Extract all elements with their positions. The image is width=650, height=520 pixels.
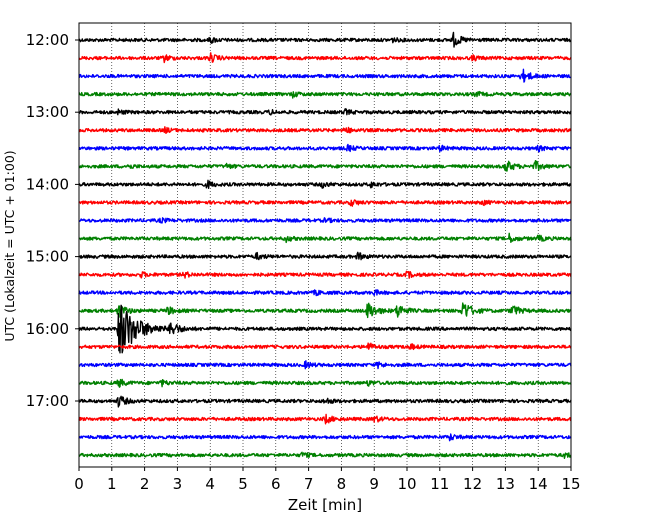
seismic-trace bbox=[78, 68, 572, 83]
y-tick-label: 12:00 bbox=[26, 31, 69, 49]
seismic-trace bbox=[78, 302, 572, 319]
seismic-trace bbox=[78, 251, 572, 261]
x-tick-label: 10 bbox=[397, 475, 416, 493]
y-tick-label: 17:00 bbox=[26, 392, 69, 410]
seismic-trace bbox=[78, 232, 572, 244]
x-tick-label: 1 bbox=[107, 475, 117, 493]
x-tick-label: 14 bbox=[529, 475, 548, 493]
seismic-trace bbox=[78, 143, 572, 153]
x-tick-label: 5 bbox=[238, 475, 248, 493]
y-tick-label: 13:00 bbox=[26, 103, 69, 121]
seismic-trace bbox=[78, 451, 572, 459]
x-tick-label: 7 bbox=[304, 475, 314, 493]
y-tick-label: 15:00 bbox=[26, 248, 69, 266]
trace-group bbox=[78, 31, 572, 459]
seismic-trace bbox=[78, 413, 572, 425]
x-axis: 0 1 2 3 4 5 6 7 8 9 10 11 12 13 14 15 bbox=[74, 467, 581, 493]
x-tick-label: 4 bbox=[205, 475, 215, 493]
x-tick-label: 15 bbox=[561, 475, 580, 493]
grid-lines bbox=[111, 23, 539, 467]
seismic-trace bbox=[78, 159, 572, 172]
seismic-trace bbox=[78, 90, 572, 99]
seismic-trace bbox=[78, 52, 572, 64]
seismic-trace bbox=[78, 270, 572, 279]
seismic-trace bbox=[78, 304, 572, 354]
y-axis: 12:00 13:00 14:00 15:00 16:00 17:00 bbox=[26, 31, 79, 410]
seismic-trace bbox=[78, 378, 572, 388]
seismic-trace bbox=[78, 217, 572, 224]
x-tick-label: 12 bbox=[463, 475, 482, 493]
y-tick-label: 16:00 bbox=[26, 320, 69, 338]
x-tick-label: 3 bbox=[173, 475, 183, 493]
x-tick-label: 0 bbox=[74, 475, 84, 493]
seismic-trace bbox=[78, 31, 572, 48]
seismic-trace bbox=[78, 342, 572, 351]
seismic-trace bbox=[78, 395, 572, 408]
seismic-trace bbox=[78, 108, 572, 116]
x-tick-label: 9 bbox=[369, 475, 379, 493]
seismic-trace bbox=[78, 289, 572, 297]
x-tick-label: 2 bbox=[140, 475, 150, 493]
seismic-trace bbox=[78, 199, 572, 207]
y-tick-label: 14:00 bbox=[26, 175, 69, 193]
x-tick-label: 6 bbox=[271, 475, 281, 493]
seismic-trace bbox=[78, 360, 572, 370]
x-axis-label: Zeit [min] bbox=[288, 496, 362, 514]
plot-frame bbox=[78, 22, 572, 468]
seismic-trace bbox=[78, 433, 572, 442]
y-axis-label: UTC (Lokalzeit = UTC + 01:00) bbox=[2, 150, 17, 341]
seismic-trace bbox=[78, 179, 572, 190]
x-tick-label: 8 bbox=[337, 475, 347, 493]
seismic-trace bbox=[78, 126, 572, 134]
x-tick-label: 13 bbox=[496, 475, 515, 493]
x-tick-label: 11 bbox=[430, 475, 449, 493]
